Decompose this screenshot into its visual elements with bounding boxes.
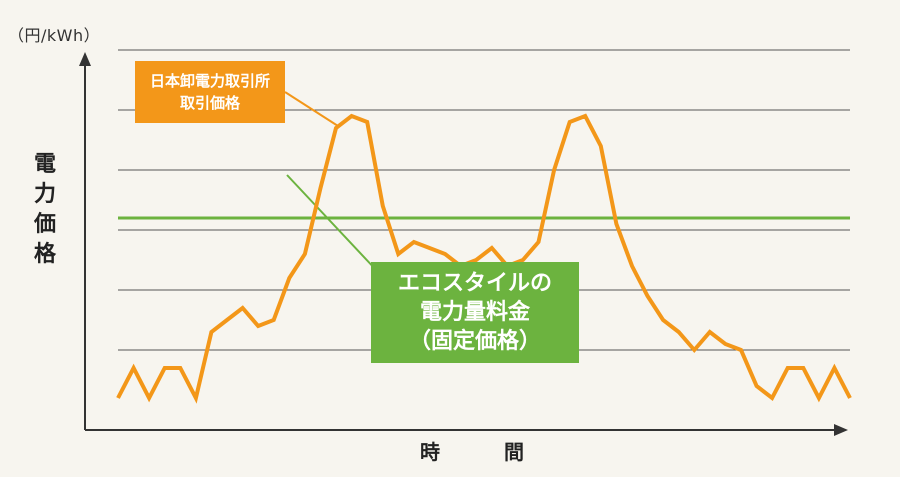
- axes: [79, 52, 848, 436]
- market-price-callout: 日本卸電力取引所 取引価格: [135, 61, 285, 123]
- fixed-price-callout-line-2: 電力量料金: [419, 300, 530, 325]
- y-axis-arrow-icon: [79, 52, 91, 66]
- callout-leader-lines: [284, 91, 379, 273]
- market-price-line: [116, 113, 852, 404]
- y-axis-unit-label: （円/kWh）: [8, 26, 101, 45]
- x-axis-label: 時 間: [420, 440, 546, 464]
- market-price-callout-line-2: 取引価格: [179, 94, 240, 112]
- fixed-price-leader-line: [286, 174, 379, 273]
- y-axis-label: 電力価格: [33, 152, 56, 267]
- fixed-price-callout: エコスタイルの 電力量料金 （固定価格）: [371, 262, 579, 363]
- fixed-price-callout-line-3: （固定価格）: [408, 329, 541, 354]
- market-price-callout-line-1: 日本卸電力取引所: [149, 72, 270, 90]
- market-price-leader-line: [284, 91, 339, 127]
- x-axis-arrow-icon: [834, 424, 848, 436]
- series-lines: [116, 113, 852, 404]
- fixed-price-callout-line-1: エコスタイルの: [397, 271, 552, 296]
